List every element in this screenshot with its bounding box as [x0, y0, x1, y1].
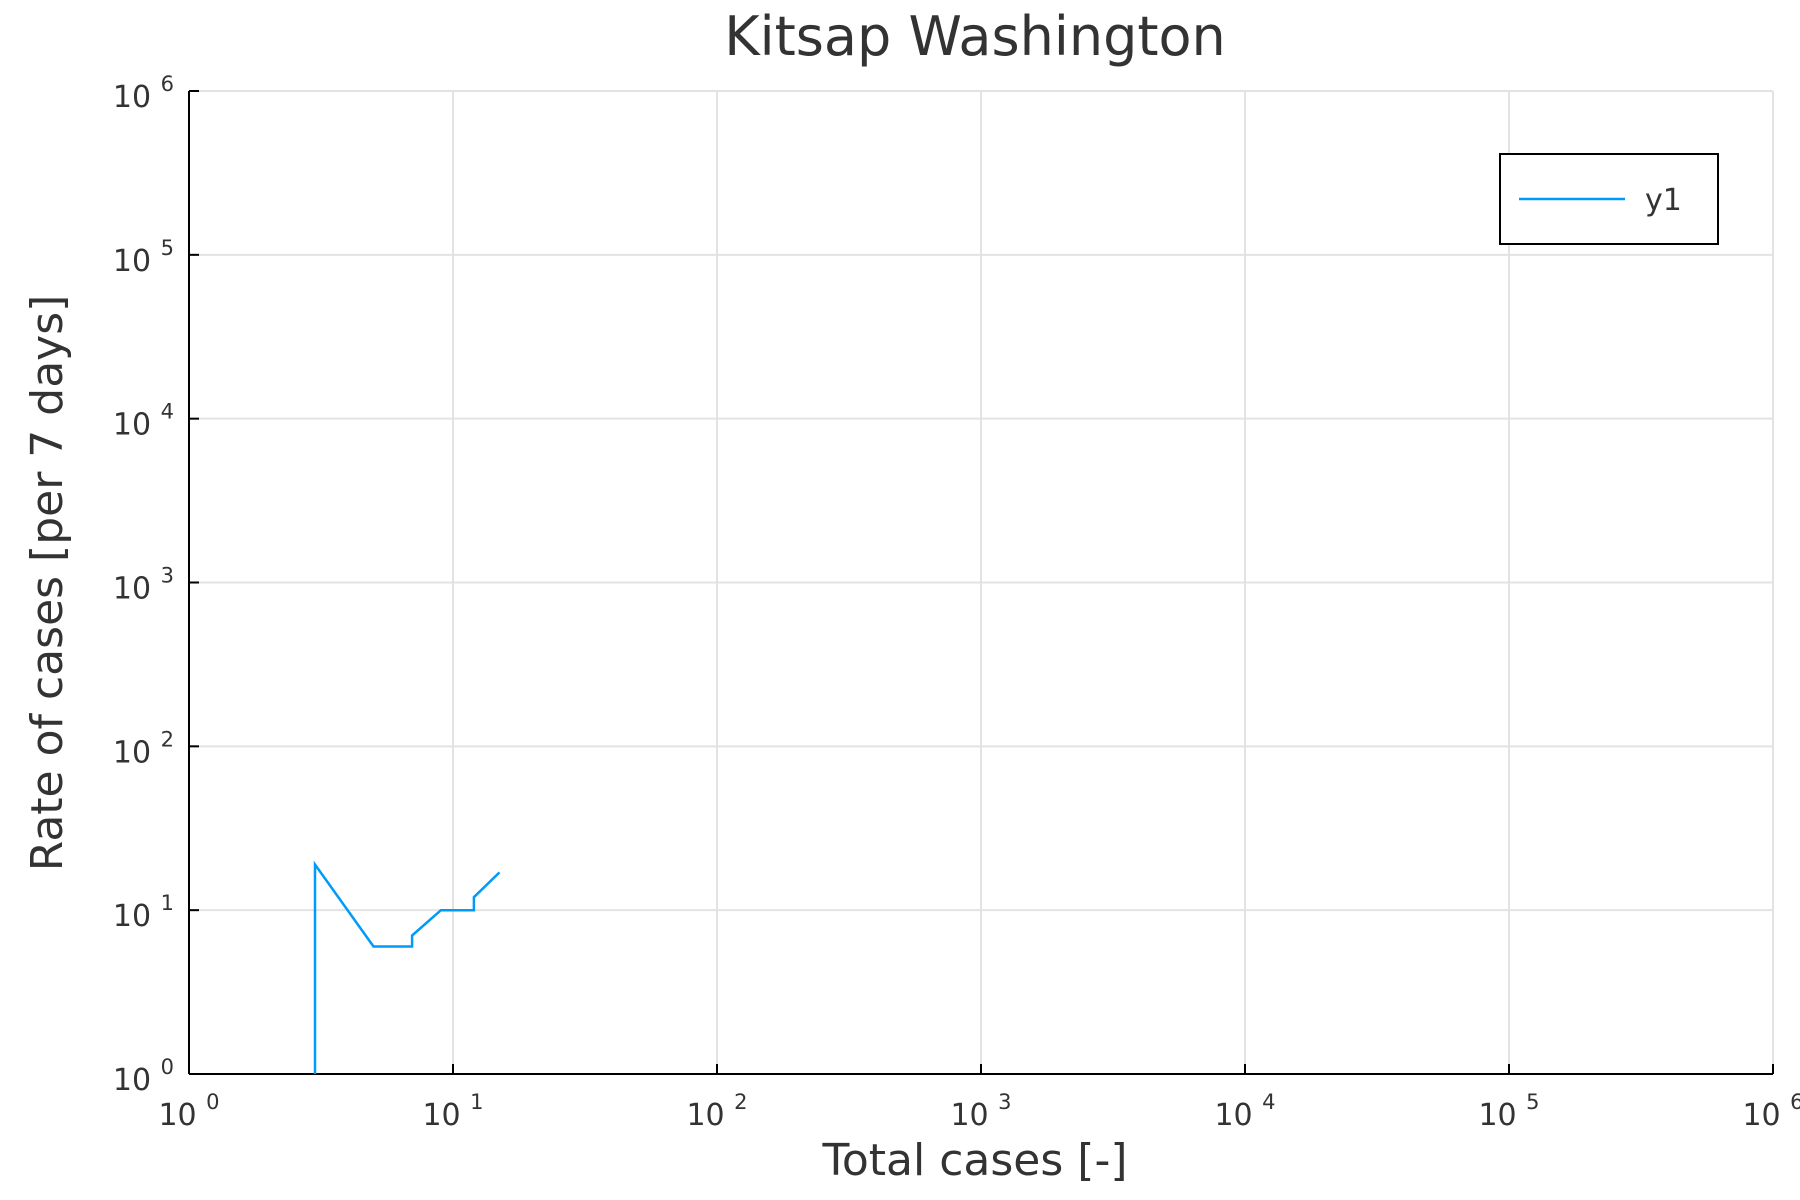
x-tick-label: 10 2	[686, 1090, 747, 1133]
y-tick-label: 10 2	[113, 727, 174, 770]
x-tick-label: 10 4	[1214, 1090, 1275, 1133]
axes	[188, 90, 1774, 1075]
x-tick-label: 10 5	[1478, 1090, 1539, 1133]
x-axis-label: Total cases [-]	[821, 1135, 1127, 1186]
x-tick-label: 10 3	[950, 1090, 1011, 1133]
x-tick-label: 10 6	[1742, 1090, 1800, 1133]
legend: y1	[1499, 153, 1719, 245]
x-tick-label: 10 0	[158, 1090, 219, 1133]
tick-labels: 10 0 10 1 10 2 10 3 10 4 10 5 10 6 10 0 10 1 10 2…	[113, 72, 1800, 1133]
y-axis-label: Rate of cases [per 7 days]	[22, 295, 73, 872]
y-tick-label: 10 0	[113, 1055, 174, 1098]
y-tick-label: 10 4	[113, 400, 174, 443]
legend-label: y1	[1645, 183, 1682, 218]
x-tick-label: 10 1	[422, 1090, 483, 1133]
plot-area	[313, 860, 501, 1074]
y-tick-label: 10 5	[113, 236, 174, 279]
chart-title: Kitsap Washington	[724, 5, 1226, 68]
series-line-y1	[313, 860, 501, 1074]
y-tick-label: 10 1	[113, 891, 174, 934]
y-tick-label: 10 6	[113, 72, 174, 115]
y-tick-label: 10 3	[113, 564, 174, 607]
